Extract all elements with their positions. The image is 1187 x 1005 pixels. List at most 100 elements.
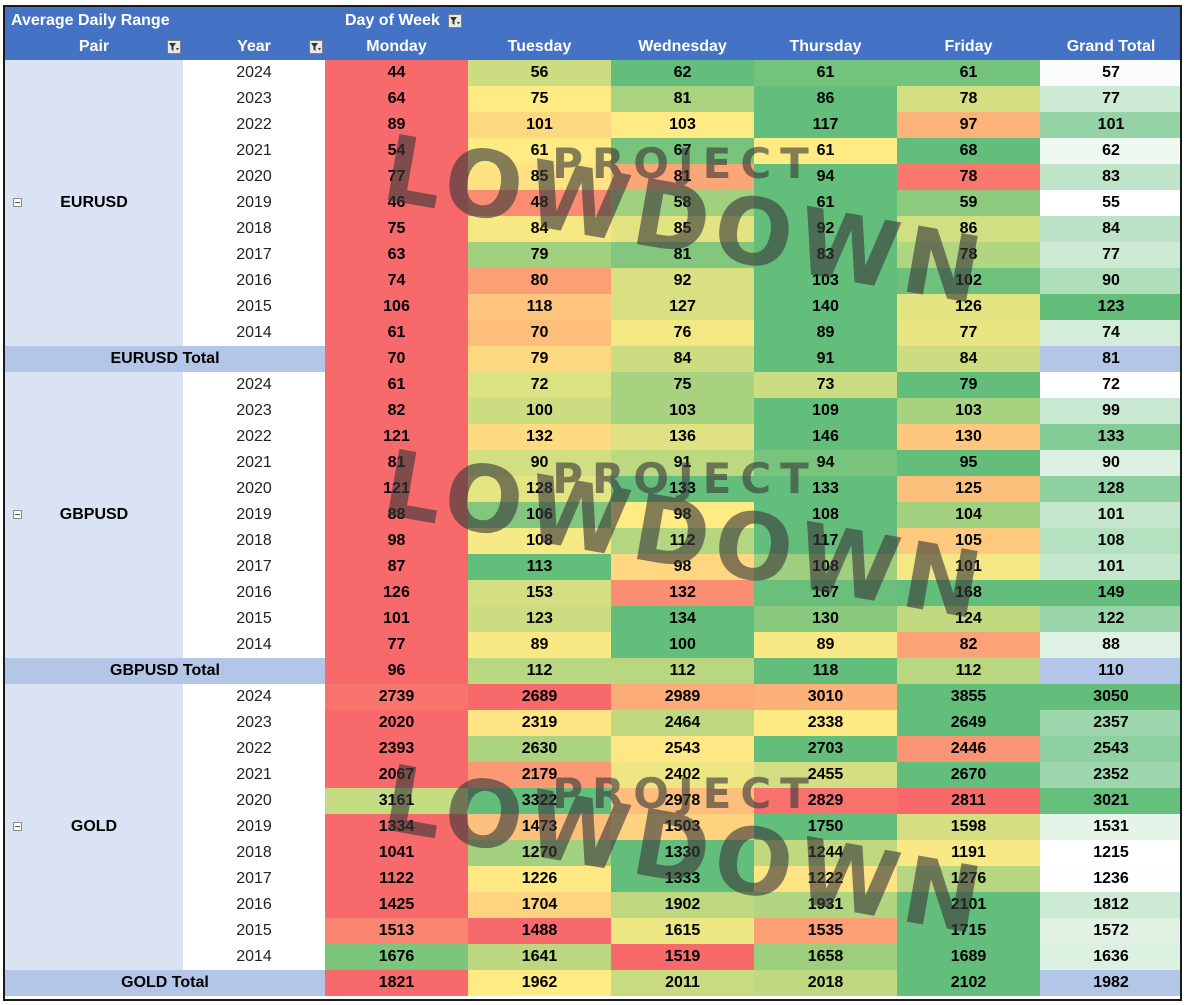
subtotal-cell-thursday[interactable]: 2018 [754, 970, 897, 996]
value-cell-friday[interactable]: 1598 [897, 814, 1040, 840]
value-cell-wednesday[interactable]: 1330 [611, 840, 754, 866]
value-cell-friday[interactable]: 101 [897, 554, 1040, 580]
subtotal-cell-monday[interactable]: 96 [325, 658, 468, 684]
value-cell-monday[interactable]: 121 [325, 476, 468, 502]
grand-total-cell[interactable]: 128 [1040, 476, 1180, 502]
value-cell-wednesday[interactable]: 1615 [611, 918, 754, 944]
value-cell-friday[interactable]: 61 [897, 60, 1040, 86]
grand-total-cell[interactable]: 90 [1040, 450, 1180, 476]
grand-total-cell[interactable]: 83 [1040, 164, 1180, 190]
value-cell-wednesday[interactable]: 81 [611, 164, 754, 190]
value-cell-monday[interactable]: 88 [325, 502, 468, 528]
grand-total-cell[interactable]: 77 [1040, 86, 1180, 112]
day-header-thursday[interactable]: Thursday [754, 34, 897, 60]
value-cell-monday[interactable]: 61 [325, 320, 468, 346]
subtotal-cell-thursday[interactable]: 118 [754, 658, 897, 684]
value-cell-monday[interactable]: 77 [325, 164, 468, 190]
value-cell-monday[interactable]: 44 [325, 60, 468, 86]
grand-total-cell[interactable]: 57 [1040, 60, 1180, 86]
value-cell-tuesday[interactable]: 2689 [468, 684, 611, 710]
grand-total-cell[interactable]: 3050 [1040, 684, 1180, 710]
value-cell-tuesday[interactable]: 123 [468, 606, 611, 632]
value-cell-wednesday[interactable]: 91 [611, 450, 754, 476]
grand-total-cell[interactable]: 1812 [1040, 892, 1180, 918]
grand-total-cell[interactable]: 88 [1040, 632, 1180, 658]
value-cell-monday[interactable]: 74 [325, 268, 468, 294]
collapse-icon[interactable] [13, 198, 22, 207]
grand-total-cell[interactable]: 77 [1040, 242, 1180, 268]
value-cell-tuesday[interactable]: 2630 [468, 736, 611, 762]
value-cell-tuesday[interactable]: 2179 [468, 762, 611, 788]
value-cell-friday[interactable]: 2670 [897, 762, 1040, 788]
value-cell-monday[interactable]: 1041 [325, 840, 468, 866]
subtotal-cell-monday[interactable]: 1821 [325, 970, 468, 996]
grand-total-cell[interactable]: 2543 [1040, 736, 1180, 762]
value-cell-thursday[interactable]: 61 [754, 60, 897, 86]
value-cell-tuesday[interactable]: 108 [468, 528, 611, 554]
value-cell-monday[interactable]: 87 [325, 554, 468, 580]
grand-total-cell[interactable]: 62 [1040, 138, 1180, 164]
value-cell-friday[interactable]: 3855 [897, 684, 1040, 710]
grand-total-cell[interactable]: 2357 [1040, 710, 1180, 736]
value-cell-monday[interactable]: 77 [325, 632, 468, 658]
subtotal-cell-thursday[interactable]: 91 [754, 346, 897, 372]
value-cell-friday[interactable]: 2811 [897, 788, 1040, 814]
value-cell-wednesday[interactable]: 81 [611, 242, 754, 268]
subtotal-cell-friday[interactable]: 2102 [897, 970, 1040, 996]
value-cell-wednesday[interactable]: 1519 [611, 944, 754, 970]
value-cell-thursday[interactable]: 89 [754, 632, 897, 658]
value-cell-thursday[interactable]: 2455 [754, 762, 897, 788]
value-cell-friday[interactable]: 124 [897, 606, 1040, 632]
value-cell-monday[interactable]: 2067 [325, 762, 468, 788]
value-cell-tuesday[interactable]: 85 [468, 164, 611, 190]
value-cell-friday[interactable]: 125 [897, 476, 1040, 502]
value-cell-friday[interactable]: 2101 [897, 892, 1040, 918]
value-cell-thursday[interactable]: 61 [754, 190, 897, 216]
subtotal-grand-total-cell[interactable]: 110 [1040, 658, 1180, 684]
grand-total-cell[interactable]: 1572 [1040, 918, 1180, 944]
value-cell-friday[interactable]: 86 [897, 216, 1040, 242]
value-cell-tuesday[interactable]: 89 [468, 632, 611, 658]
value-cell-thursday[interactable]: 109 [754, 398, 897, 424]
value-cell-thursday[interactable]: 92 [754, 216, 897, 242]
subtotal-cell-wednesday[interactable]: 84 [611, 346, 754, 372]
value-cell-monday[interactable]: 46 [325, 190, 468, 216]
day-header-monday[interactable]: Monday [325, 34, 468, 60]
value-cell-wednesday[interactable]: 134 [611, 606, 754, 632]
value-cell-monday[interactable]: 126 [325, 580, 468, 606]
value-cell-wednesday[interactable]: 62 [611, 60, 754, 86]
value-cell-thursday[interactable]: 2703 [754, 736, 897, 762]
grand-total-cell[interactable]: 101 [1040, 554, 1180, 580]
subtotal-cell-tuesday[interactable]: 1962 [468, 970, 611, 996]
value-cell-tuesday[interactable]: 72 [468, 372, 611, 398]
value-cell-tuesday[interactable]: 1226 [468, 866, 611, 892]
value-cell-monday[interactable]: 2393 [325, 736, 468, 762]
subtotal-cell-friday[interactable]: 84 [897, 346, 1040, 372]
value-cell-tuesday[interactable]: 153 [468, 580, 611, 606]
value-cell-tuesday[interactable]: 80 [468, 268, 611, 294]
value-cell-friday[interactable]: 59 [897, 190, 1040, 216]
value-cell-thursday[interactable]: 2338 [754, 710, 897, 736]
value-cell-tuesday[interactable]: 113 [468, 554, 611, 580]
value-cell-thursday[interactable]: 1244 [754, 840, 897, 866]
collapse-icon[interactable] [13, 822, 22, 831]
grand-total-cell[interactable]: 101 [1040, 112, 1180, 138]
value-cell-friday[interactable]: 2446 [897, 736, 1040, 762]
subtotal-cell-monday[interactable]: 70 [325, 346, 468, 372]
collapse-icon[interactable] [13, 510, 22, 519]
subtotal-cell-wednesday[interactable]: 2011 [611, 970, 754, 996]
grand-total-cell[interactable]: 90 [1040, 268, 1180, 294]
value-cell-wednesday[interactable]: 112 [611, 528, 754, 554]
value-cell-wednesday[interactable]: 58 [611, 190, 754, 216]
subtotal-cell-tuesday[interactable]: 79 [468, 346, 611, 372]
year-filter-button[interactable] [309, 40, 323, 54]
grand-total-cell[interactable]: 72 [1040, 372, 1180, 398]
value-cell-monday[interactable]: 89 [325, 112, 468, 138]
value-cell-wednesday[interactable]: 2543 [611, 736, 754, 762]
value-cell-thursday[interactable]: 94 [754, 164, 897, 190]
value-cell-wednesday[interactable]: 100 [611, 632, 754, 658]
value-cell-wednesday[interactable]: 98 [611, 554, 754, 580]
pair-filter-button[interactable] [167, 40, 181, 54]
grand-total-cell[interactable]: 123 [1040, 294, 1180, 320]
value-cell-monday[interactable]: 101 [325, 606, 468, 632]
